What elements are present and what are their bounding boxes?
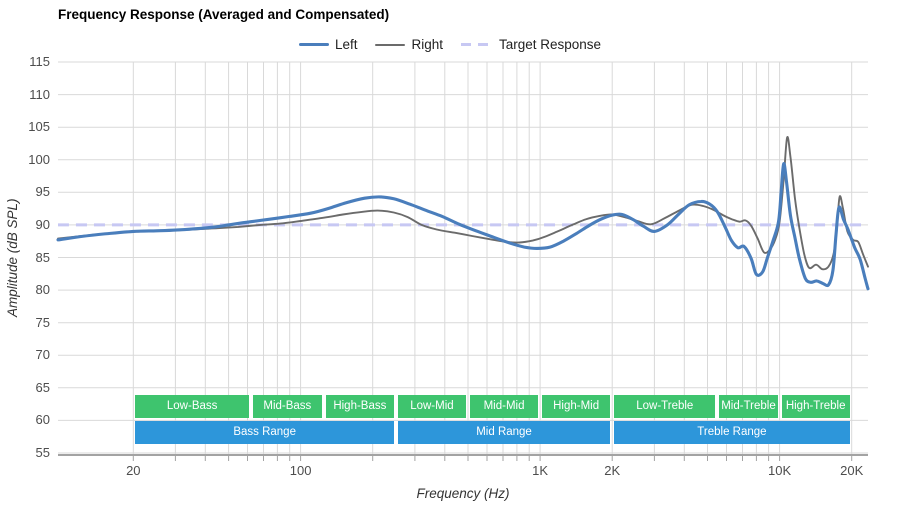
legend-label-right: Right (411, 37, 443, 52)
y-tick-label-95: 95 (35, 184, 50, 200)
legend-item-right[interactable]: Right (375, 37, 443, 52)
left-curve (56, 162, 870, 291)
y-tick-label-90: 90 (35, 216, 50, 232)
band-high-bass: High-Bass (325, 395, 394, 418)
left-line-swatch (298, 43, 329, 46)
band-treble-range: Treble Range (614, 421, 850, 444)
legend-item-left[interactable]: Left (298, 37, 358, 52)
target-dashed-line-swatch (460, 43, 493, 46)
legend: Left Right Target Response (0, 36, 900, 53)
x-tick-label-20: 20 (126, 463, 141, 478)
right-curve (57, 135, 869, 271)
x-tick-label-2K: 2K (604, 463, 621, 478)
y-tick-label-100: 100 (28, 151, 50, 167)
band-low-bass: Low-Bass (135, 395, 249, 418)
band-mid-treble: Mid-Treble (719, 395, 778, 418)
y-tick-label-85: 85 (35, 249, 50, 265)
y-tick-label-70: 70 (35, 347, 50, 363)
legend-item-target-response[interactable]: Target Response (460, 37, 602, 52)
legend-label-target-response: Target Response (498, 37, 602, 52)
y-tick-label-110: 110 (29, 86, 50, 102)
y-tick-label-65: 65 (35, 379, 50, 395)
x-tick-label-20K: 20K (840, 463, 864, 478)
band-mid-mid: Mid-Mid (470, 395, 539, 418)
y-tick-label-80: 80 (35, 282, 50, 298)
band-low-mid: Low-Mid (397, 395, 466, 418)
legend-label-left: Left (334, 37, 358, 52)
y-tick-label-115: 115 (29, 54, 50, 69)
band-mid-bass: Mid-Bass (252, 395, 322, 418)
chart-title: Frequency Response (Averaged and Compens… (58, 7, 390, 22)
band-low-treble: Low-Treble (614, 395, 716, 418)
y-tick-label-55: 55 (35, 445, 50, 460)
x-tick-label-100: 100 (289, 463, 312, 478)
band-mid-range: Mid Range (397, 421, 611, 444)
band-high-mid: High-Mid (542, 395, 611, 418)
band-bass-range: Bass Range (135, 421, 394, 444)
right-line-swatch (375, 43, 406, 46)
x-tick-label-1K: 1K (532, 463, 549, 478)
y-tick-label-105: 105 (28, 119, 50, 135)
x-axis-title: Frequency (Hz) (416, 486, 510, 501)
y-tick-label-60: 60 (35, 412, 50, 428)
y-tick-label-75: 75 (35, 314, 50, 330)
y-axis-title: Amplitude (dB SPL) (5, 198, 20, 317)
x-tick-label-10K: 10K (768, 463, 792, 478)
band-high-treble: High-Treble (781, 395, 850, 418)
